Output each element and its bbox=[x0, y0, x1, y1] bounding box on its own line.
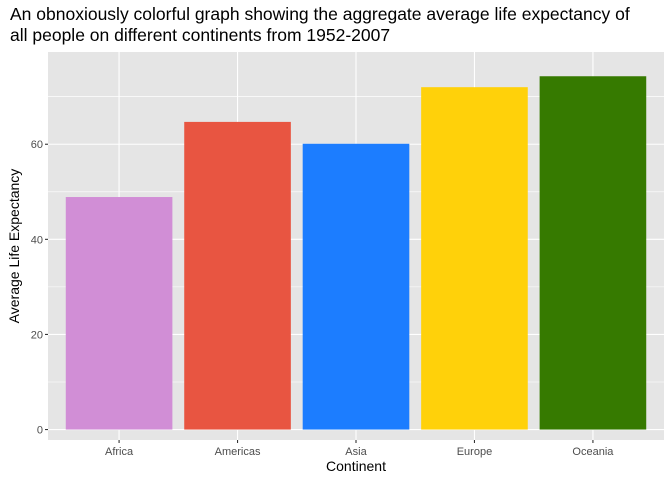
x-axis-title: Continent bbox=[326, 458, 386, 474]
bars bbox=[65, 76, 647, 430]
y-tick-label: 0 bbox=[37, 425, 43, 437]
x-tick-label: Africa bbox=[105, 446, 134, 458]
bar-oceania bbox=[539, 76, 647, 430]
x-tick-label: Asia bbox=[345, 446, 367, 458]
y-axis: 0 20 40 60 bbox=[31, 139, 48, 437]
chart-title-line-2: all people on different continents from … bbox=[10, 25, 390, 45]
x-tick-label: Oceania bbox=[572, 446, 614, 458]
y-tick-label: 60 bbox=[31, 139, 43, 151]
y-axis-title: Average Life Expectancy bbox=[6, 169, 22, 324]
x-tick-label: Europe bbox=[457, 446, 492, 458]
x-tick-label: Americas bbox=[215, 446, 261, 458]
bar-asia bbox=[302, 143, 410, 430]
bar-africa bbox=[65, 197, 173, 430]
bar-americas bbox=[184, 121, 291, 430]
x-axis: Africa Americas Asia Europe Oceania bbox=[105, 440, 614, 458]
chart-title-line-1: An obnoxiously colorful graph showing th… bbox=[10, 4, 630, 24]
y-tick-label: 40 bbox=[31, 234, 43, 246]
bar-europe bbox=[421, 87, 528, 430]
y-tick-label: 20 bbox=[31, 329, 43, 341]
